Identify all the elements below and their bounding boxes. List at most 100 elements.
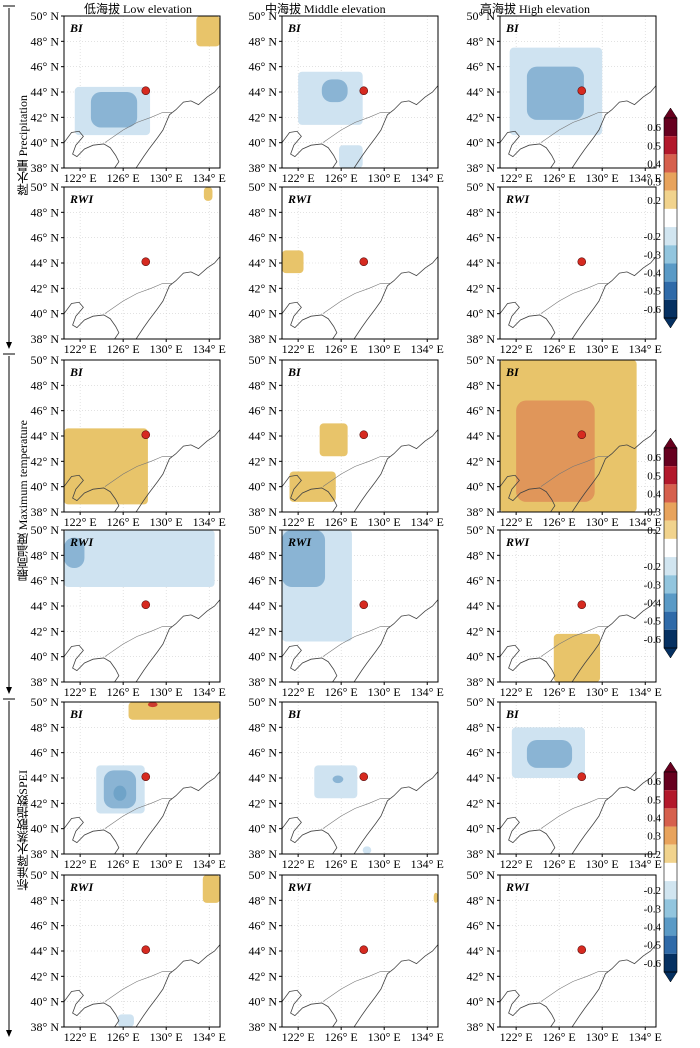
x-tick-label: 130° E	[368, 1030, 401, 1044]
country-border	[540, 797, 609, 829]
y-tick-label: 46° N	[31, 404, 60, 418]
y-tick-label: 48° N	[31, 548, 60, 562]
y-tick-label: 46° N	[31, 60, 60, 74]
correlation-region	[362, 846, 372, 854]
panel-label: RWI	[505, 535, 530, 549]
x-tick-label: 126° E	[543, 1030, 576, 1044]
x-tick-label: 122° E	[282, 515, 315, 529]
country-border	[104, 970, 173, 1002]
y-tick-label: 40° N	[249, 822, 278, 836]
x-tick-label: 130° E	[150, 857, 183, 871]
colorbar-segment	[664, 502, 677, 521]
coastline	[353, 429, 438, 512]
coastline	[571, 429, 656, 512]
y-tick-label: 48° N	[467, 34, 496, 48]
x-tick-label: 122° E	[500, 515, 533, 529]
coastline	[500, 474, 556, 512]
row-group-arrow	[6, 687, 12, 694]
x-tick-label: 130° E	[150, 1030, 183, 1044]
y-tick-label: 42° N	[31, 110, 60, 124]
y-tick-label: 50° N	[249, 523, 278, 537]
country-border	[540, 455, 609, 487]
map-panel: RWI 38° N 40° N 42° N 44° N 46° N 48° N 50° N 12…	[31, 523, 226, 699]
country-border	[322, 455, 391, 487]
colorbar-tick-label: -0.4	[644, 598, 662, 610]
y-tick-label: 42° N	[467, 969, 496, 983]
country-border	[104, 797, 173, 829]
y-tick-label: 46° N	[31, 231, 60, 245]
map-panel: RWI 38° N 40° N 42° N 44° N 46° N 48° N 50° N 12…	[249, 868, 444, 1044]
y-tick-label: 44° N	[249, 771, 278, 785]
correlation-region	[526, 66, 584, 120]
panel-label: BI	[505, 365, 520, 379]
y-tick-label: 38° N	[467, 1020, 496, 1034]
map-panel: RWI 38° N 40° N 42° N 44° N 46° N 48° N 50° N 12…	[467, 523, 662, 699]
country-border	[540, 282, 609, 314]
x-tick-label: 130° E	[150, 685, 183, 699]
site-marker	[577, 772, 587, 782]
y-tick-label: 42° N	[249, 796, 278, 810]
y-tick-label: 48° N	[31, 720, 60, 734]
country-border	[322, 797, 391, 829]
x-tick-label: 130° E	[368, 685, 401, 699]
map-panel: BI 38° N 40° N 42° N 44° N 46° N 48° N 50° N 122…	[249, 695, 444, 871]
x-tick-label: 134° E	[411, 171, 444, 185]
colorbar-tick-label: 0.2	[647, 195, 661, 207]
colorbar-frame	[663, 771, 678, 973]
map-panel: RWI 38° N 40° N 42° N 44° N 46° N 48° N 50° N 12…	[467, 868, 662, 1044]
panel-label: RWI	[287, 535, 312, 549]
colorbar-tick-label: 0.2	[647, 525, 661, 537]
y-tick-label: 46° N	[249, 60, 278, 74]
y-tick-label: 50° N	[467, 9, 496, 23]
panel-label: BI	[505, 707, 520, 721]
y-tick-label: 38° N	[249, 847, 278, 861]
site-marker	[141, 945, 151, 955]
site-marker	[359, 86, 369, 96]
map-panel: BI 38° N 40° N 42° N 44° N 46° N 48° N 50° N 122…	[31, 695, 226, 871]
correlation-region	[516, 400, 595, 502]
coastline	[135, 944, 220, 1027]
coastline	[353, 599, 438, 682]
correlation-region	[332, 775, 344, 784]
y-tick-label: 42° N	[467, 624, 496, 638]
y-tick-label: 50° N	[31, 695, 60, 709]
coastline	[282, 989, 338, 1027]
x-tick-label: 126° E	[543, 685, 576, 699]
y-tick-label: 48° N	[249, 548, 278, 562]
x-tick-label: 126° E	[543, 342, 576, 356]
y-tick-label: 48° N	[249, 893, 278, 907]
y-tick-label: 50° N	[249, 868, 278, 882]
y-tick-label: 46° N	[467, 60, 496, 74]
site-marker	[141, 772, 151, 782]
y-tick-label: 38° N	[249, 675, 278, 689]
y-tick-label: 50° N	[31, 180, 60, 194]
panel-content	[64, 360, 220, 512]
colorbar-segment	[664, 263, 677, 282]
correlation-region	[64, 537, 85, 568]
x-tick-label: 134° E	[193, 342, 226, 356]
x-tick-label: 134° E	[629, 342, 662, 356]
x-tick-label: 130° E	[586, 685, 619, 699]
coastline	[64, 474, 120, 512]
y-tick-label: 38° N	[249, 505, 278, 519]
panel-content	[500, 875, 656, 1027]
x-tick-label: 122° E	[64, 342, 97, 356]
x-tick-label: 122° E	[64, 1030, 97, 1044]
country-border	[104, 625, 173, 657]
colorbar-tick-label: 0.3	[647, 831, 661, 843]
y-tick-label: 46° N	[31, 919, 60, 933]
coastline	[282, 301, 338, 339]
colorbar-segment	[664, 448, 677, 467]
column-title-high: 高海拔 High elevation	[480, 2, 590, 16]
coastline	[500, 989, 556, 1027]
map-panel: BI 38° N 40° N 42° N 44° N 46° N 48° N 50° N 122…	[31, 353, 226, 529]
x-tick-label: 134° E	[629, 171, 662, 185]
y-tick-label: 40° N	[467, 822, 496, 836]
coastline	[571, 85, 656, 168]
map-panel: BI 38° N 40° N 42° N 44° N 46° N 48° N 50° N 122…	[467, 9, 662, 185]
country-border	[322, 970, 391, 1002]
map-panel: BI 38° N 40° N 42° N 44° N 46° N 48° N 50° N 122…	[31, 9, 226, 185]
y-tick-label: 40° N	[467, 136, 496, 150]
y-tick-label: 38° N	[31, 161, 60, 175]
x-tick-label: 126° E	[107, 171, 140, 185]
